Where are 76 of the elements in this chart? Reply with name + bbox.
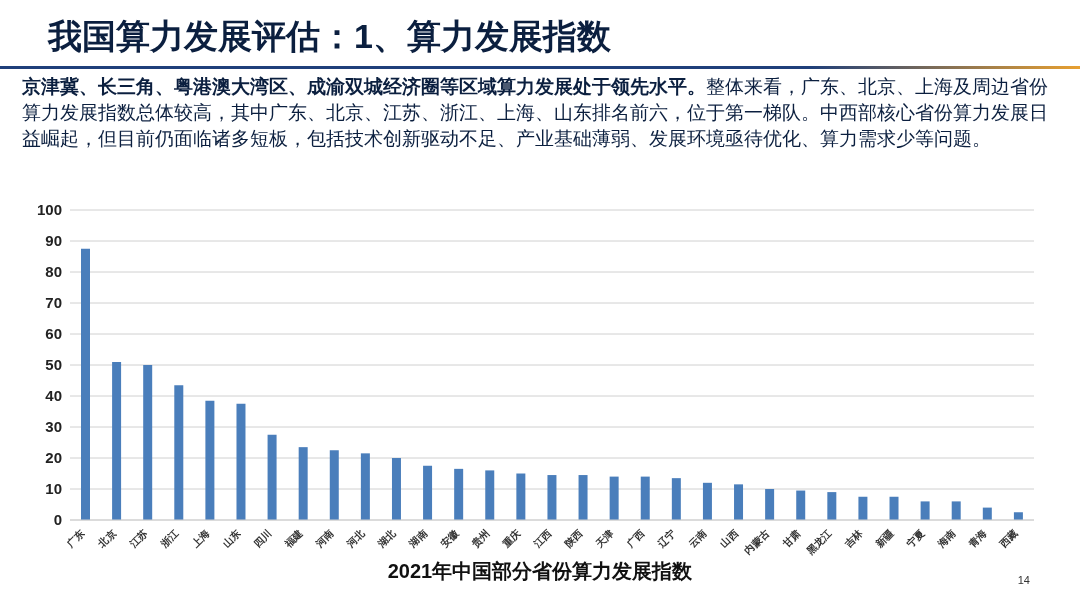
x-tick-label: 吉林 <box>841 526 866 551</box>
bar <box>858 496 868 520</box>
bar <box>205 400 215 520</box>
x-tick-label: 贵州 <box>468 527 492 551</box>
bar <box>734 484 744 520</box>
x-tick-label: 天津 <box>592 527 616 551</box>
x-tick-label: 湖南 <box>406 527 430 551</box>
x-tick-label: 甘肃 <box>779 527 803 551</box>
x-tick-label: 海南 <box>935 527 958 551</box>
x-tick-label: 云南 <box>686 527 709 550</box>
x-tick-label: 黑龙江 <box>803 527 834 558</box>
bar <box>920 501 930 520</box>
chart-title: 我国算力发展评估：1、算力发展指数 <box>48 16 611 57</box>
y-tick-label: 30 <box>45 418 62 436</box>
x-tick-label: 青海 <box>966 527 989 551</box>
bar <box>1013 512 1023 520</box>
x-tick-label: 陕西 <box>562 527 585 550</box>
x-tick-label: 西藏 <box>997 527 1020 551</box>
bar <box>454 468 464 520</box>
chart-subtitle: 京津冀、长三角、粤港澳大湾区、成渝双城经济圈等区域算力发展处于领先水平。 <box>22 76 706 97</box>
bar <box>391 458 401 520</box>
x-tick-label: 江苏 <box>126 527 150 551</box>
x-tick-label: 福建 <box>282 527 305 551</box>
x-tick-label: 内蒙古 <box>742 527 772 557</box>
x-tick-label: 新疆 <box>872 527 896 551</box>
bar <box>298 447 308 520</box>
y-tick-label: 60 <box>45 325 62 343</box>
bar <box>889 496 899 520</box>
bar <box>578 475 588 520</box>
x-axis-title: 2021年中国部分省份算力发展指数 <box>387 560 693 582</box>
y-tick-label: 20 <box>45 449 62 467</box>
x-tick-label: 上海 <box>188 527 212 551</box>
bar <box>640 476 650 520</box>
x-tick-label: 广西 <box>624 527 647 551</box>
x-tick-label: 北京 <box>95 527 119 551</box>
y-tick-label: 90 <box>45 232 62 250</box>
bar <box>702 482 712 520</box>
x-tick-label: 安徽 <box>438 526 461 550</box>
x-tick-label: 山东 <box>220 527 243 550</box>
x-tick-label: 宁夏 <box>904 527 927 550</box>
bar <box>516 473 526 520</box>
y-tick-label: 10 <box>45 480 62 498</box>
bar <box>174 385 184 520</box>
y-tick-label: 0 <box>53 511 62 529</box>
y-tick-label: 40 <box>45 387 62 405</box>
text: 14 <box>1017 574 1030 586</box>
y-tick-label: 100 <box>36 201 62 219</box>
bar <box>951 501 961 520</box>
y-tick-label: 80 <box>45 263 62 281</box>
bar <box>81 248 90 520</box>
x-tick-label: 湖北 <box>375 526 399 551</box>
y-tick-label: 50 <box>45 356 62 374</box>
bar <box>112 361 122 520</box>
bar <box>267 434 277 520</box>
bar <box>547 475 557 520</box>
x-tick-label: 浙江 <box>157 527 181 551</box>
x-tick-label: 河南 <box>313 527 336 551</box>
x-tick-label: 辽宁 <box>655 527 678 551</box>
x-tick-label: 广东 <box>64 527 87 551</box>
bar <box>765 489 775 520</box>
bar <box>329 450 339 520</box>
bar <box>485 470 495 520</box>
x-tick-label: 四川 <box>251 527 274 550</box>
bar <box>609 476 619 520</box>
bar <box>143 365 153 520</box>
bar <box>360 453 370 520</box>
x-tick-label: 河北 <box>344 526 368 551</box>
bar <box>671 478 681 520</box>
x-tick-label: 江西 <box>530 527 554 551</box>
x-tick-label: 重庆 <box>499 527 523 551</box>
bar <box>423 465 433 520</box>
bar <box>236 403 246 520</box>
bar <box>827 492 837 520</box>
x-tick-label: 山西 <box>718 527 740 550</box>
y-tick-label: 70 <box>45 294 62 312</box>
bar <box>796 490 806 520</box>
